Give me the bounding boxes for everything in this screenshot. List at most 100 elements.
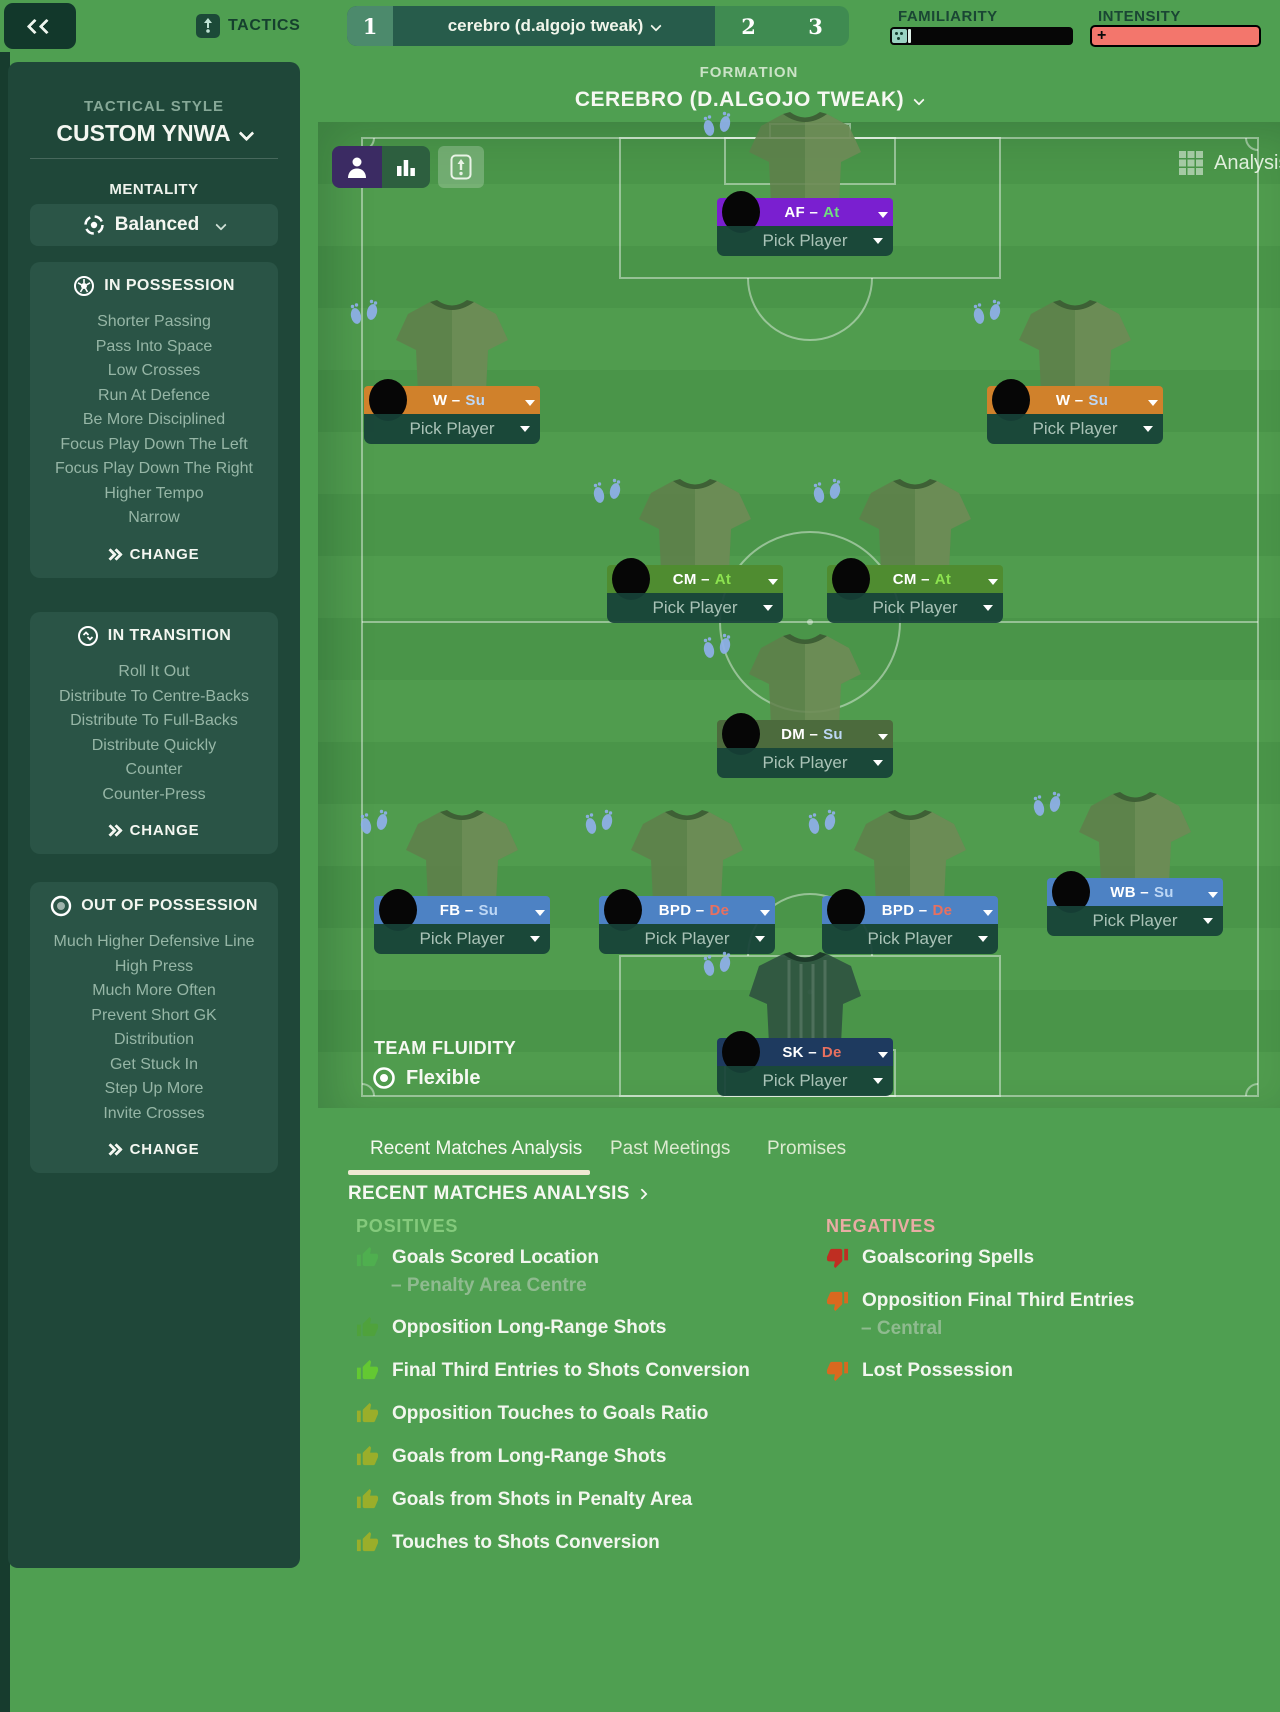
role-position: W – [432, 391, 461, 409]
pick-player-button[interactable]: Pick Player [987, 414, 1163, 444]
mentality-label: MENTALITY [109, 181, 199, 198]
pick-player-label: Pick Player [644, 929, 730, 948]
pick-player-label: Pick Player [762, 753, 848, 772]
instruction-item: Pass Into Space [95, 337, 213, 355]
pick-player-button[interactable]: Pick Player [599, 924, 775, 954]
pick-player-label: Pick Player [872, 598, 958, 617]
pick-player-label: Pick Player [1032, 419, 1118, 438]
recent-matches-analysis-header[interactable]: RECENT MATCHES ANALYSIS [348, 1183, 648, 1205]
thumb-up-icon [356, 1531, 379, 1552]
thumb-up-icon [356, 1359, 379, 1380]
instruction-item: Distribute To Centre-Backs [59, 687, 249, 705]
tactic-tab-3[interactable]: 3 [808, 13, 823, 39]
tactical-style-dropdown[interactable]: CUSTOM YNWA [8, 120, 300, 147]
caret-down-icon [983, 910, 993, 916]
role-bar[interactable]: BPD – De [822, 889, 998, 931]
analysis-positive-item: Goals from Shots in Penalty Area [356, 1488, 800, 1512]
role-bar[interactable]: W – Su [987, 379, 1163, 421]
role-bar[interactable]: FB – Su [374, 889, 550, 931]
tab-past-meetings[interactable]: Past Meetings [610, 1138, 731, 1159]
instruction-item: Run At Defence [97, 386, 211, 404]
change-in-transition-button[interactable]: CHANGE [30, 807, 278, 854]
change-label: CHANGE [129, 1141, 200, 1158]
instruction-item: Focus Play Down The Left [60, 435, 248, 453]
role-position: SK – [782, 1043, 817, 1061]
role-duty: Su [823, 725, 843, 743]
role-bar[interactable]: SK – De [717, 1031, 893, 1073]
formation-name-dropdown[interactable]: CEREBRO (D.ALGOJO TWEAK) [318, 88, 1180, 112]
formation-label: FORMATION [699, 64, 799, 81]
pick-player-button[interactable]: Pick Player [717, 1066, 893, 1096]
shirt-icon [639, 479, 751, 571]
pick-player-label: Pick Player [762, 1071, 848, 1090]
pick-player-button[interactable]: Pick Player [822, 924, 998, 954]
pick-player-label: Pick Player [762, 231, 848, 250]
pick-player-button[interactable]: Pick Player [1047, 906, 1223, 936]
caret-down-icon [1148, 400, 1158, 406]
caret-down-icon [1208, 892, 1218, 898]
role-bar[interactable]: CM – At [607, 558, 783, 600]
football-icon [74, 276, 95, 296]
in-transition-title: IN TRANSITION [107, 627, 232, 644]
view-stats-button[interactable] [382, 146, 430, 188]
shirt-icon [854, 810, 966, 902]
footprints-icon [703, 111, 731, 136]
mentality-dropdown[interactable]: Balanced [30, 204, 278, 246]
footprints-icon [350, 299, 378, 324]
pick-player-button[interactable]: Pick Player [717, 226, 893, 256]
pick-player-button[interactable]: Pick Player [364, 414, 540, 444]
role-bar[interactable]: DM – Su [717, 713, 893, 755]
pick-player-button[interactable]: Pick Player [827, 593, 1003, 623]
view-roles-button[interactable] [438, 146, 484, 188]
footprints-icon [593, 478, 621, 503]
footprints-icon [360, 809, 388, 834]
in-transition-card: IN TRANSITION Roll It Out Distribute To … [30, 612, 278, 854]
caret-down-icon [768, 579, 778, 585]
chevron-down-icon [238, 125, 254, 142]
role-duty: At [934, 570, 952, 588]
in-possession-card: IN POSSESSION Shorter Passing Pass Into … [30, 262, 278, 578]
back-button[interactable] [4, 3, 76, 49]
pick-player-button[interactable]: Pick Player [607, 593, 783, 623]
caret-down-icon [873, 238, 883, 244]
thumb-down-icon [826, 1248, 849, 1269]
pick-player-label: Pick Player [419, 929, 505, 948]
fluidity-target-icon [373, 1067, 395, 1089]
instruction-item: Step Up More [104, 1080, 204, 1097]
role-bar[interactable]: AF – At [717, 191, 893, 233]
instruction-item: Distribution [113, 1031, 195, 1048]
player-icon [348, 157, 366, 178]
pick-player-button[interactable]: Pick Player [717, 748, 893, 778]
change-in-possession-button[interactable]: CHANGE [30, 531, 278, 578]
tactic-tab-1[interactable]: 1 cerebro (d.algojo tweak) [347, 6, 715, 46]
double-chevron-right-icon [103, 547, 123, 561]
role-bar[interactable]: BPD – De [599, 889, 775, 931]
thumb-up-icon [356, 1402, 379, 1423]
tab-recent-matches-analysis[interactable]: Recent Matches Analysis [370, 1138, 583, 1159]
pick-player-button[interactable]: Pick Player [374, 924, 550, 954]
thumb-down-icon [826, 1291, 849, 1312]
team-fluidity-value: Flexible [406, 1066, 481, 1089]
role-duty: Su [478, 901, 499, 919]
instruction-item: Counter [125, 761, 183, 778]
role-bar[interactable]: W – Su [364, 379, 540, 421]
role-bar[interactable]: WB – Su [1047, 871, 1223, 913]
change-out-of-possession-button[interactable]: CHANGE [30, 1126, 278, 1173]
role-bar[interactable]: CM – At [827, 558, 1003, 600]
team-fluidity-value-row: Flexible [372, 1066, 480, 1090]
tactic-tab-2[interactable]: 2 [741, 13, 756, 39]
tactics-sidebar: TACTICAL STYLE CUSTOM YNWA MENTALITY Bal… [8, 62, 300, 1568]
role-position: CM – [892, 570, 930, 588]
up-down-arrow-icon [204, 18, 212, 33]
instruction-item: Counter-Press [102, 785, 206, 803]
analysis-button[interactable]: Analysis [1178, 150, 1280, 176]
caret-down-icon [520, 426, 530, 432]
tab-promises[interactable]: Promises [767, 1138, 847, 1159]
analysis-positive-item: Goals Scored Location [356, 1246, 800, 1270]
role-duty: Su [1153, 883, 1174, 901]
formation-name: CEREBRO (D.ALGOJO TWEAK) [574, 88, 905, 111]
role-position: DM – [781, 725, 819, 743]
familiarity-label: FAMILIARITY [898, 8, 998, 25]
tactical-style-value: CUSTOM YNWA [56, 120, 231, 146]
view-players-button[interactable] [332, 146, 382, 188]
